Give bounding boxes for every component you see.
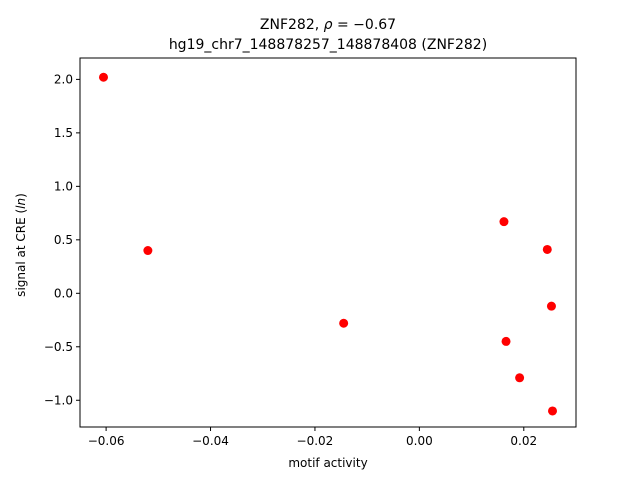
y-tick-label: 2.0 <box>54 72 73 86</box>
data-point <box>548 406 558 416</box>
data-points <box>98 72 558 416</box>
data-point <box>501 336 511 346</box>
data-point <box>515 373 525 383</box>
x-tick-label: −0.04 <box>192 434 229 448</box>
y-tick-label: 1.5 <box>54 126 73 140</box>
x-axis: −0.06 −0.04 −0.02 0.00 0.02 <box>88 427 537 448</box>
data-point <box>499 217 509 227</box>
data-point <box>143 246 153 256</box>
x-tick-label: 0.00 <box>406 434 433 448</box>
data-point <box>546 301 556 311</box>
y-tick-label: −1.0 <box>44 393 73 407</box>
plot-area <box>79 57 577 428</box>
y-tick-label: 1.0 <box>54 179 73 193</box>
data-point <box>339 318 349 328</box>
y-tick-label: −0.5 <box>44 340 73 354</box>
y-tick-label: 0.5 <box>54 233 73 247</box>
y-axis: 2.0 1.5 1.0 0.5 0.0 −0.5 −1.0 <box>44 72 80 407</box>
x-tick-label: 0.02 <box>510 434 537 448</box>
x-tick-label: −0.06 <box>88 434 125 448</box>
chart-title-line2: hg19_chr7_148878257_148878408 (ZNF282) <box>169 37 487 53</box>
chart-title-line1: ZNF282, ρ = −0.67 <box>260 17 396 33</box>
data-point <box>98 72 108 82</box>
x-tick-label: −0.02 <box>297 434 334 448</box>
y-axis-label: signal at CRE (ln) <box>14 193 28 297</box>
data-point <box>542 244 552 254</box>
plot-frame <box>79 57 577 428</box>
y-tick-label: 0.0 <box>54 286 73 300</box>
x-axis-label: motif activity <box>288 456 367 470</box>
